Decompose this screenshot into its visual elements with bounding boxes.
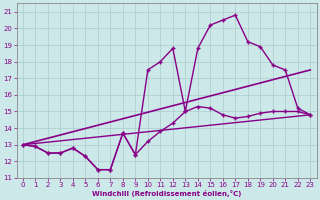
X-axis label: Windchill (Refroidissement éolien,°C): Windchill (Refroidissement éolien,°C) — [92, 190, 241, 197]
